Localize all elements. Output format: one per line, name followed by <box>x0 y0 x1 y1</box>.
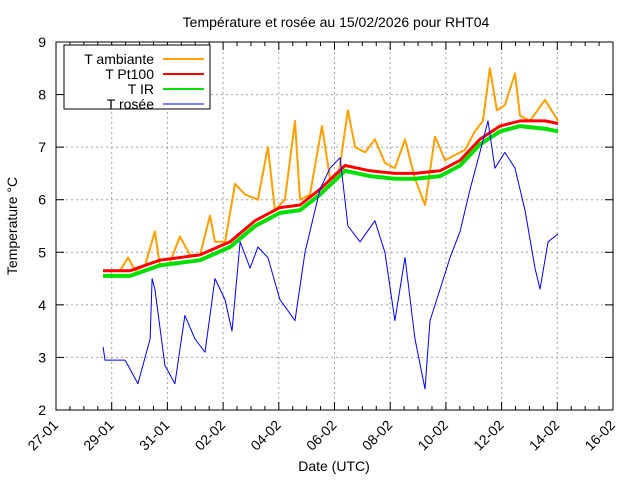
x-tick-label: 31-01 <box>136 417 173 454</box>
y-tick-label: 4 <box>38 297 46 313</box>
legend-box <box>63 44 211 110</box>
y-tick-label: 9 <box>38 34 46 50</box>
x-axis-label: Date (UTC) <box>298 458 370 474</box>
x-tick-label: 08-02 <box>359 417 396 454</box>
series-line-3 <box>102 120 559 390</box>
series-group <box>102 67 559 390</box>
legend-label: T Pt100 <box>105 66 154 82</box>
legend-label: T IR <box>128 81 154 97</box>
x-tick-label: 12-02 <box>470 417 507 454</box>
x-tick-label: 10-02 <box>414 417 451 454</box>
y-tick-label: 5 <box>38 244 46 260</box>
legend-label: T ambiante <box>84 51 154 67</box>
y-tick-label: 8 <box>38 87 46 103</box>
series-line-1 <box>103 119 559 273</box>
legend-label: T rosée <box>107 96 154 112</box>
series-line-2 <box>103 124 559 278</box>
y-tick-label: 3 <box>38 349 46 365</box>
y-axis-label: Temperature °C <box>4 177 20 275</box>
x-tick-label: 02-02 <box>192 417 229 454</box>
y-tick-label: 2 <box>38 402 46 418</box>
x-tick-label: 27-01 <box>24 417 61 454</box>
y-tick-label: 6 <box>38 192 46 208</box>
x-tick-label: 04-02 <box>247 417 284 454</box>
x-tick-label: 16-02 <box>581 417 618 454</box>
x-tick-label: 06-02 <box>303 417 340 454</box>
x-tick-label: 29-01 <box>80 417 117 454</box>
y-tick-label: 7 <box>38 139 46 155</box>
x-tick-label: 14-02 <box>526 417 563 454</box>
chart-title: Température et rosée au 15/02/2026 pour … <box>183 14 490 30</box>
